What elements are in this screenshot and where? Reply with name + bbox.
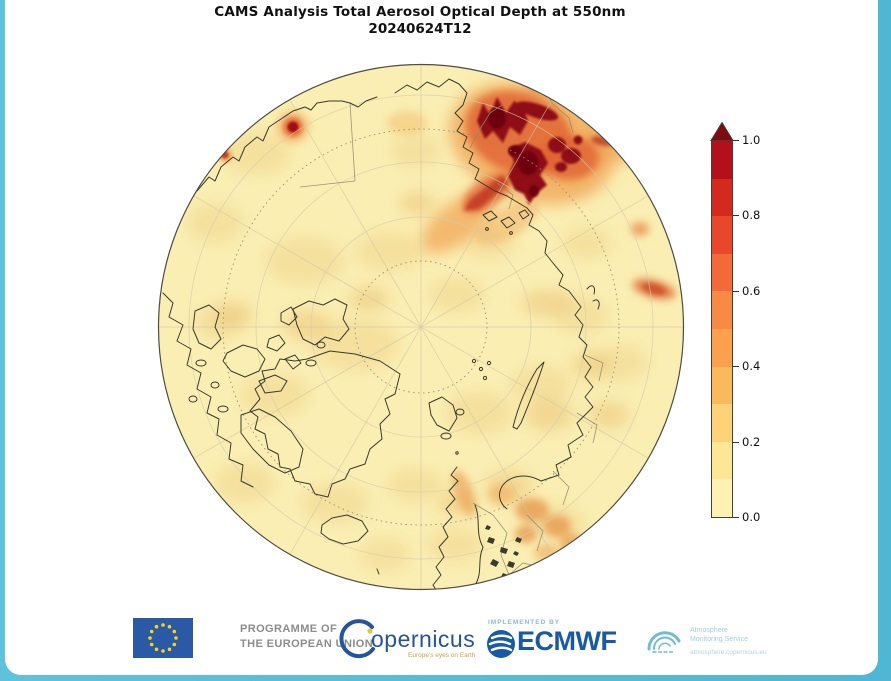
chart-subtitle: 20240624T12: [368, 21, 472, 37]
aerosol-medium-patches: [213, 191, 629, 515]
polar-map: [157, 63, 685, 591]
content-area: CAMS Analysis Total Aerosol Optical Dept…: [5, 0, 878, 675]
graticule-layer: [159, 65, 683, 589]
copernicus-wordmark: opernicus: [371, 626, 476, 652]
colorbar-tick: [733, 215, 739, 216]
colorbar-band: [712, 216, 732, 254]
colorbar-band: [712, 141, 732, 179]
lakes-layer: [485, 525, 522, 579]
colorbar-tick: [733, 442, 739, 443]
colorbar: [711, 140, 733, 518]
colorbar-tick-label: 0.0: [742, 510, 761, 524]
eu-programme-line2: THE EUROPEAN UNION: [240, 638, 374, 650]
map-circle-outline: [157, 63, 685, 591]
colorbar-band: [712, 291, 732, 329]
colorbar-band: [712, 404, 732, 442]
copernicus-icon: [339, 619, 375, 659]
colorbar-tick: [733, 366, 739, 367]
copernicus-tagline: Europe's eyes on Earth: [408, 652, 476, 659]
ams-url: atmosphere.copernicus.eu: [690, 649, 767, 656]
chart-title: CAMS Analysis Total Aerosol Optical Dept…: [214, 4, 626, 20]
colorbar-band: [712, 441, 732, 480]
colorbar-tick: [733, 140, 739, 141]
colorbar-band: [712, 178, 732, 217]
ecmwf-wordmark: ECMWF: [517, 626, 617, 656]
colorbar-band: [712, 328, 732, 367]
eu-flag-logo: [133, 618, 193, 658]
colorbar-extend-arrow: [710, 122, 734, 141]
ams-label: Atmosphere Monitoring Service: [690, 626, 748, 644]
atmosphere-monitoring-icon: [647, 631, 681, 653]
ecmwf-icon: [487, 630, 515, 658]
implemented-by-label: IMPLEMENTED BY: [488, 619, 561, 626]
eu-programme-label: PROGRAMME OF THE EUROPEAN UNION: [240, 622, 373, 652]
colorbar-tick-label: 1.0: [742, 133, 761, 147]
coastline-layer: [162, 78, 600, 590]
colorbar-band: [712, 366, 732, 405]
ams-line2: Monitoring Service: [690, 636, 748, 643]
colorbar-tick-label: 0.6: [742, 284, 761, 298]
colorbar-band: [712, 479, 732, 517]
colorbar-tick-label: 0.8: [742, 208, 761, 222]
colorbar-band: [712, 253, 732, 292]
eu-programme-line1: PROGRAMME OF: [240, 623, 338, 635]
colorbar-tick: [733, 291, 739, 292]
title-block: CAMS Analysis Total Aerosol Optical Dept…: [5, 4, 840, 37]
ams-line1: Atmosphere: [690, 627, 728, 634]
colorbar-tick-label: 0.4: [742, 359, 761, 373]
colorbar-tick: [733, 517, 739, 518]
colorbar-tick-label: 0.2: [742, 435, 761, 449]
